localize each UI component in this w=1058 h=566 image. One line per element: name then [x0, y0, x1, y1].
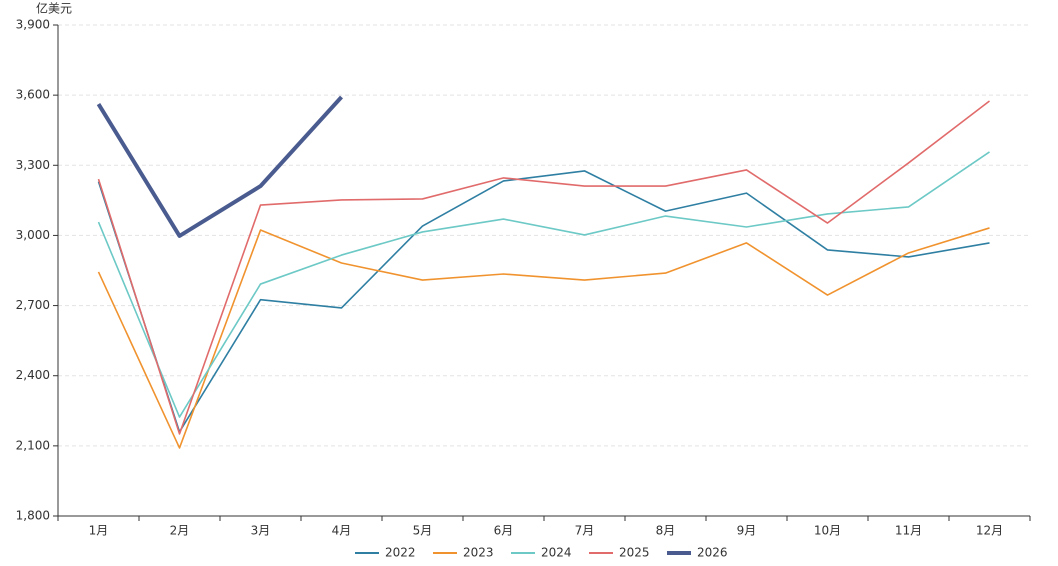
- x-tick-label: 8月: [656, 524, 676, 538]
- legend-label: 2023: [463, 546, 494, 560]
- x-tick-label: 4月: [332, 524, 352, 538]
- x-tick-label: 1月: [89, 524, 109, 538]
- x-tick-label: 10月: [814, 524, 841, 538]
- x-tick-label: 7月: [575, 524, 595, 538]
- x-tick-label: 5月: [413, 524, 433, 538]
- x-tick-label: 2月: [170, 524, 190, 538]
- y-tick-label: 2,400: [16, 368, 50, 382]
- legend-label: 2025: [619, 546, 650, 560]
- legend-label: 2024: [541, 546, 572, 560]
- series-line: [97, 227, 990, 449]
- series-line: [97, 100, 990, 435]
- y-axis-unit: 亿美元: [36, 1, 72, 16]
- y-tick-label: 2,100: [16, 438, 50, 452]
- y-tick-label: 2,700: [16, 298, 50, 312]
- x-tick-label: 12月: [976, 524, 1003, 538]
- x-tick-label: 6月: [494, 524, 514, 538]
- legend-label: 2026: [697, 546, 728, 560]
- x-tick-label: 9月: [737, 524, 757, 538]
- y-tick-label: 3,600: [16, 88, 50, 102]
- legend-label: 2022: [385, 546, 416, 560]
- series-line: [97, 170, 990, 433]
- y-tick-label: 3,000: [16, 228, 50, 242]
- x-tick-label: 11月: [895, 524, 922, 538]
- series-line: [96, 95, 343, 238]
- x-tick-label: 3月: [251, 524, 271, 538]
- y-tick-label: 3,300: [16, 158, 50, 172]
- y-tick-label: 3,900: [16, 18, 50, 32]
- y-tick-label: 1,800: [16, 509, 50, 523]
